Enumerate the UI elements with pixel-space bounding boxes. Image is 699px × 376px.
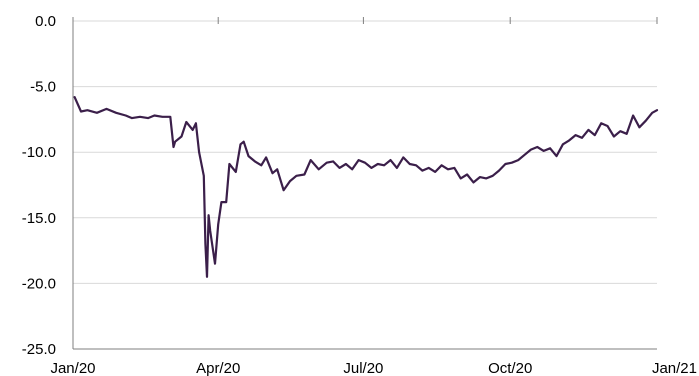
y-tick-label: -15.0	[22, 210, 56, 227]
series-layer	[73, 95, 659, 278]
y-tick-label: 0.0	[35, 13, 56, 30]
x-tick-label: Oct/20	[488, 360, 532, 376]
x-tick-label: Apr/20	[196, 360, 240, 376]
x-tick-label: Jul/20	[343, 360, 383, 376]
x-tick-label: Jan/21	[652, 360, 697, 376]
y-tick-label: -10.0	[22, 144, 56, 161]
y-tick-label: -20.0	[22, 275, 56, 292]
axes	[72, 17, 658, 350]
y-tick-label: -5.0	[30, 79, 56, 96]
y-tick-label: -25.0	[22, 341, 56, 358]
gridlines	[73, 20, 657, 284]
series-line	[73, 95, 659, 278]
x-tick-label: Jan/20	[50, 360, 95, 376]
y-axis-tick-labels: 0.0 -5.0 -10.0 -15.0 -20.0 -25.0	[22, 13, 56, 358]
x-axis-tick-labels: Jan/20 Apr/20 Jul/20 Oct/20 Jan/21	[50, 360, 697, 376]
